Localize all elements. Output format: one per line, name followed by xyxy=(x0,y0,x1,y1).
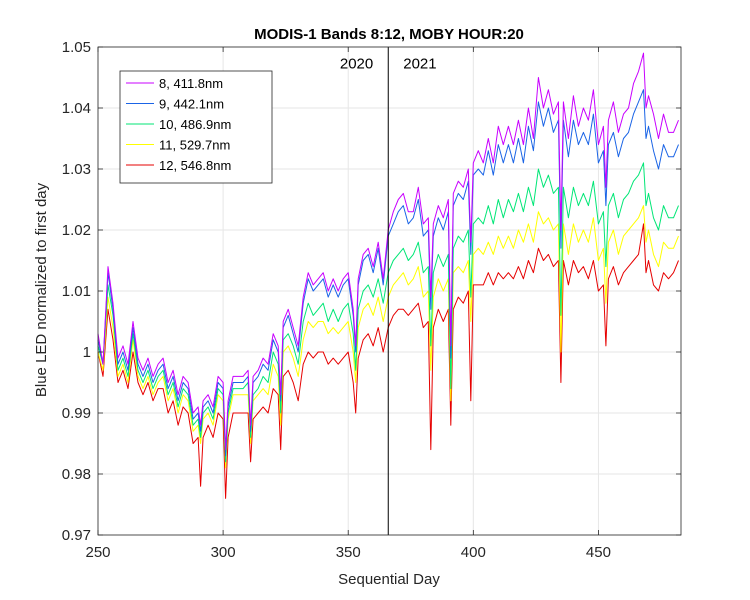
y-tick-label: 1.05 xyxy=(62,39,91,56)
annotations: 2020 2021 xyxy=(340,55,437,72)
legend-label: 10, 486.9nm xyxy=(159,117,231,132)
y-tick-label: 0.97 xyxy=(62,527,91,544)
series-line-4 xyxy=(97,205,679,469)
legend-label: 12, 546.8nm xyxy=(159,158,231,173)
x-tick-label: 350 xyxy=(336,544,361,561)
x-tick-label: 250 xyxy=(85,544,110,561)
series-line-1 xyxy=(97,52,679,451)
annotation-2020: 2020 xyxy=(340,55,373,72)
x-tick-label: 300 xyxy=(211,544,236,561)
legend-box xyxy=(119,70,273,184)
y-tick-label: 1.03 xyxy=(62,161,91,178)
y-tick-label: 0.99 xyxy=(62,405,91,422)
annotation-2021: 2021 xyxy=(403,55,436,72)
x-tick-label: 400 xyxy=(461,544,486,561)
x-axis-label: Sequential Day xyxy=(338,571,440,588)
y-tick-label: 1.02 xyxy=(62,222,91,239)
series-line-5 xyxy=(97,223,679,499)
series-layer xyxy=(97,52,679,499)
axis-ticks: 250 300 350 400 450 0.97 0.98 0.99 1 1.01 1.02 1.03… xyxy=(62,39,681,561)
y-tick-label: 1.04 xyxy=(62,100,91,117)
series-line-2 xyxy=(97,89,679,457)
y-axis-label: Blue LED normalized to first day xyxy=(33,182,50,397)
y-tick-label: 1 xyxy=(83,344,91,361)
legend-label: 8, 411.8nm xyxy=(159,76,223,91)
legend: 8, 411.8nm 9, 442.1nm 10, 486.9nm 11, 529.7… xyxy=(119,70,273,184)
series-line-3 xyxy=(97,162,679,463)
x-tick-label: 450 xyxy=(586,544,611,561)
legend-label: 11, 529.7nm xyxy=(159,138,230,153)
chart-title: MODIS-1 Bands 8:12, MOBY HOUR:20 xyxy=(254,26,524,43)
y-tick-label: 1.01 xyxy=(62,283,91,300)
y-tick-label: 0.98 xyxy=(62,466,91,483)
legend-label: 9, 442.1nm xyxy=(159,97,224,112)
